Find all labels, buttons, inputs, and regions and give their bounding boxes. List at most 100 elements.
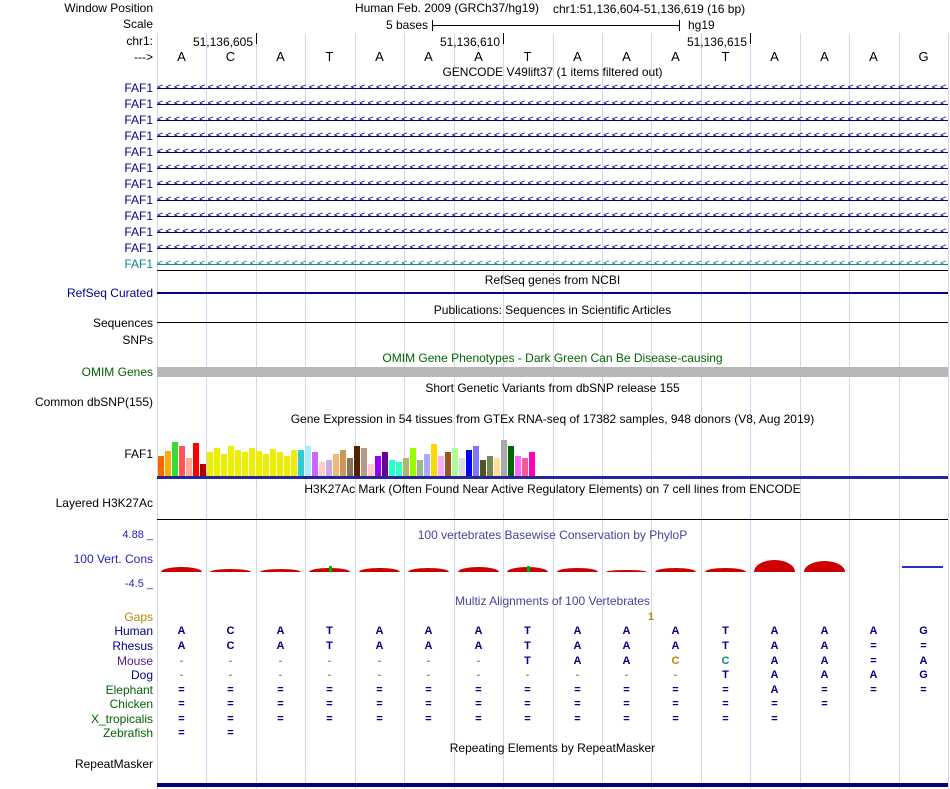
gene-transcript-row[interactable]: <<<<<<<<<<<<<<<<<<<<<<<<<<<<<<<<<<<<<<<<… — [157, 192, 948, 208]
gtex-expression-bar[interactable] — [186, 458, 192, 476]
gtex-track-label[interactable]: FAF1 — [124, 447, 153, 461]
gene-transcript-label[interactable]: FAF1 — [124, 193, 153, 207]
species-label-human[interactable]: Human — [114, 624, 153, 638]
gtex-expression-bar[interactable] — [312, 452, 318, 476]
dbsnp-track-label[interactable]: Common dbSNP(155) — [34, 395, 153, 409]
snps-track-label[interactable]: SNPs — [122, 333, 153, 347]
gene-transcript-row[interactable]: <<<<<<<<<<<<<<<<<<<<<<<<<<<<<<<<<<<<<<<<… — [157, 240, 948, 256]
gtex-expression-bar[interactable] — [214, 448, 220, 476]
gene-transcript-row[interactable]: <<<<<<<<<<<<<<<<<<<<<<<<<<<<<<<<<<<<<<<<… — [157, 80, 948, 96]
gene-transcript-label[interactable]: FAF1 — [124, 177, 153, 191]
gene-transcript-label[interactable]: FAF1 — [124, 257, 153, 271]
gtex-expression-bar[interactable] — [284, 456, 290, 476]
gtex-expression-bar[interactable] — [277, 452, 283, 476]
gene-transcript-row[interactable]: <<<<<<<<<<<<<<<<<<<<<<<<<<<<<<<<<<<<<<<<… — [157, 224, 948, 240]
gene-transcript-label[interactable]: FAF1 — [124, 113, 153, 127]
gene-transcript-label[interactable]: FAF1 — [124, 129, 153, 143]
gtex-expression-bar[interactable] — [193, 443, 199, 476]
gene-transcript-row[interactable]: <<<<<<<<<<<<<<<<<<<<<<<<<<<<<<<<<<<<<<<<… — [157, 96, 948, 112]
gtex-expression-bar[interactable] — [466, 450, 472, 476]
species-label-elephant[interactable]: Elephant — [105, 683, 153, 697]
gene-transcript-label[interactable]: FAF1 — [124, 225, 153, 239]
gtex-expression-bar[interactable] — [291, 450, 297, 476]
gtex-expression-bar[interactable] — [508, 446, 514, 476]
gtex-expression-bar[interactable] — [494, 458, 500, 476]
gtex-expression-bar[interactable] — [522, 458, 528, 476]
gtex-expression-bar[interactable] — [326, 460, 332, 476]
gene-transcript-row[interactable]: <<<<<<<<<<<<<<<<<<<<<<<<<<<<<<<<<<<<<<<<… — [157, 112, 948, 128]
gtex-expression-bar[interactable] — [305, 446, 311, 476]
species-label-mouse[interactable]: Mouse — [116, 654, 153, 668]
gene-transcript-row[interactable]: <<<<<<<<<<<<<<<<<<<<<<<<<<<<<<<<<<<<<<<<… — [157, 176, 948, 192]
gaps-row-label[interactable]: Gaps — [124, 610, 153, 624]
gtex-expression-bar[interactable] — [487, 456, 493, 476]
gtex-expression-bar[interactable] — [529, 452, 535, 476]
gtex-expression-bar[interactable] — [375, 456, 381, 476]
gene-transcript-row[interactable]: <<<<<<<<<<<<<<<<<<<<<<<<<<<<<<<<<<<<<<<<… — [157, 256, 948, 272]
gtex-expression-bar[interactable] — [221, 454, 227, 476]
gtex-expression-bar[interactable] — [319, 462, 325, 476]
gtex-expression-bar[interactable] — [480, 460, 486, 476]
gtex-expression-bar[interactable] — [403, 458, 409, 476]
gtex-expression-bar[interactable] — [431, 444, 437, 476]
gtex-expression-bar[interactable] — [389, 460, 395, 476]
repeatmasker-track-label[interactable]: RepeatMasker — [74, 757, 153, 771]
species-label-x-tropicalis[interactable]: X_tropicalis — [90, 712, 153, 726]
gtex-expression-bar[interactable] — [452, 448, 458, 476]
gtex-expression-bar[interactable] — [235, 450, 241, 476]
gtex-expression-bar[interactable] — [207, 452, 213, 476]
gtex-expression-bar[interactable] — [158, 456, 164, 476]
publications-track-label[interactable]: Sequences — [92, 316, 153, 330]
gtex-expression-bar[interactable] — [501, 440, 507, 476]
gtex-expression-bar[interactable] — [396, 462, 402, 476]
gene-transcript-label[interactable]: FAF1 — [124, 161, 153, 175]
conservation-track-label[interactable]: 100 Vert. Cons — [73, 552, 153, 566]
gtex-expression-bar[interactable] — [354, 446, 360, 476]
gene-transcript-label[interactable]: FAF1 — [124, 241, 153, 255]
species-label-rhesus[interactable]: Rhesus — [112, 639, 153, 653]
gene-transcript-row[interactable]: <<<<<<<<<<<<<<<<<<<<<<<<<<<<<<<<<<<<<<<<… — [157, 128, 948, 144]
refseq-track-label[interactable]: RefSeq Curated — [66, 286, 153, 300]
omim-track-label[interactable]: OMIM Genes — [81, 365, 153, 379]
gtex-expression-bar[interactable] — [249, 448, 255, 476]
gene-transcript-label[interactable]: FAF1 — [124, 209, 153, 223]
gene-transcript-label[interactable]: FAF1 — [124, 145, 153, 159]
gtex-expression-bar[interactable] — [242, 452, 248, 476]
species-label-dog[interactable]: Dog — [130, 668, 153, 682]
gtex-expression-bar[interactable] — [424, 454, 430, 476]
gtex-expression-bar[interactable] — [165, 451, 171, 476]
gene-transcript-label[interactable]: FAF1 — [124, 81, 153, 95]
gtex-expression-bar[interactable] — [347, 458, 353, 476]
gtex-expression-bar[interactable] — [228, 446, 234, 476]
gtex-expression-bar[interactable] — [438, 456, 444, 476]
gtex-expression-bar[interactable] — [340, 450, 346, 476]
gtex-expression-bar[interactable] — [172, 442, 178, 476]
omim-gene-item[interactable] — [157, 367, 948, 377]
gtex-expression-bar[interactable] — [263, 454, 269, 476]
gtex-gene-model-line[interactable] — [157, 476, 948, 479]
gtex-expression-bar[interactable] — [445, 452, 451, 476]
gtex-expression-bar[interactable] — [515, 456, 521, 476]
gtex-expression-bar[interactable] — [361, 448, 367, 476]
gene-transcript-row[interactable]: <<<<<<<<<<<<<<<<<<<<<<<<<<<<<<<<<<<<<<<<… — [157, 160, 948, 176]
gtex-expression-bar[interactable] — [333, 454, 339, 476]
gtex-expression-bar[interactable] — [200, 464, 206, 476]
gtex-expression-bar[interactable] — [270, 449, 276, 476]
gene-transcript-row[interactable]: <<<<<<<<<<<<<<<<<<<<<<<<<<<<<<<<<<<<<<<<… — [157, 208, 948, 224]
gene-transcript-label[interactable]: FAF1 — [124, 97, 153, 111]
gtex-expression-bar[interactable] — [382, 452, 388, 476]
species-label-chicken[interactable]: Chicken — [109, 697, 153, 711]
gene-transcript-row[interactable]: <<<<<<<<<<<<<<<<<<<<<<<<<<<<<<<<<<<<<<<<… — [157, 144, 948, 160]
publication-sequence-item[interactable] — [157, 322, 948, 323]
gtex-expression-bar[interactable] — [473, 446, 479, 476]
gtex-expression-bar[interactable] — [298, 450, 304, 476]
gtex-expression-bar[interactable] — [256, 451, 262, 476]
gtex-expression-bar[interactable] — [417, 460, 423, 476]
gtex-expression-bar[interactable] — [368, 464, 374, 476]
h3k27ac-track-label[interactable]: Layered H3K27Ac — [55, 496, 153, 510]
gtex-expression-bar[interactable] — [179, 446, 185, 476]
species-label-zebrafish[interactable]: Zebrafish — [102, 726, 153, 740]
gtex-expression-bar[interactable] — [410, 448, 416, 476]
refseq-gene-item[interactable] — [157, 292, 948, 294]
gtex-expression-bar[interactable] — [459, 458, 465, 476]
